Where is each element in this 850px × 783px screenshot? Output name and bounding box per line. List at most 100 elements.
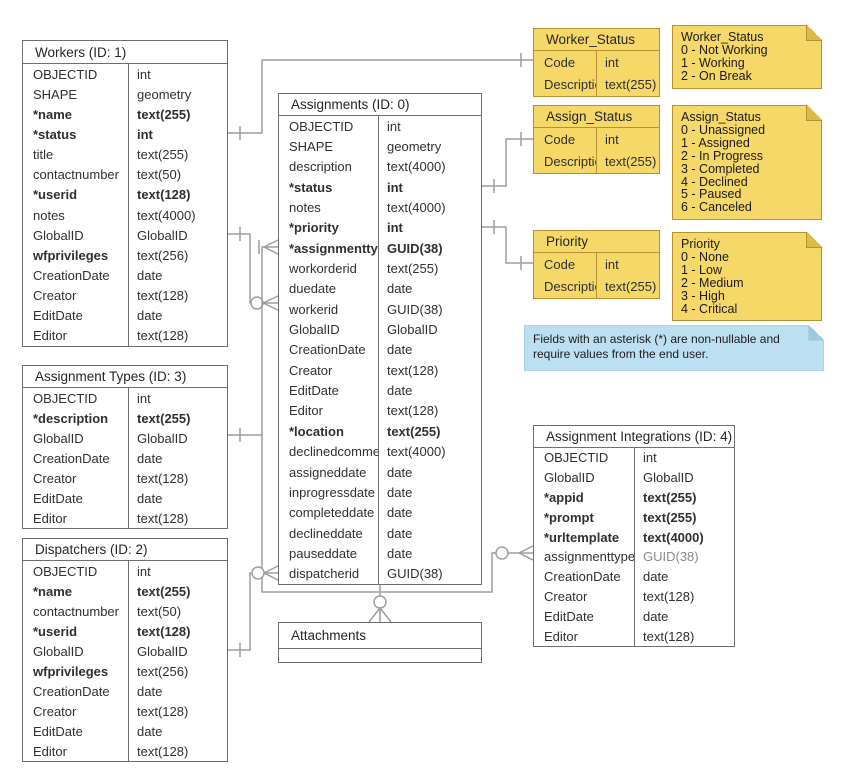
field-name: notes [33,207,65,223]
field-type: GUID(38) [378,299,481,320]
field-name: OBJECTID [33,563,98,579]
note-line: 0 - None [681,249,729,264]
field-type: text(255) [128,581,227,601]
field-name: *location [289,423,344,439]
field-type: text(128) [128,325,227,346]
field-name: CreationDate [289,342,366,358]
field-name: *prompt [544,509,594,525]
table-title: Assign_Status [534,106,659,128]
field-name: EditDate [544,608,594,624]
table-row: Creator text(128) [23,468,227,488]
note-line: Worker_Status [681,30,764,44]
callout-text: Fields with an asterisk (*) are non-null… [533,332,780,361]
field-name: inprogressdate [289,484,375,500]
table-row: *status int [279,177,481,198]
field-name: declineddate [289,525,363,541]
field-type: text(128) [634,586,734,607]
field-name: *urltemplate [544,529,620,545]
table-title: Dispatchers (ID: 2) [23,539,227,561]
table-row: OBJECTID int [23,64,227,85]
field-name: *appid [544,489,584,505]
field-type: int [128,124,227,145]
field-name: pauseddate [289,545,357,561]
field-name: workerid [289,301,339,317]
folded-corner [808,325,824,341]
table-row: GlobalID GlobalID [534,467,734,488]
field-type: text(128) [128,184,227,205]
field-type: date [128,448,227,468]
table-workers: Workers (ID: 1) OBJECTID int SHAPE geometry *… [22,40,228,347]
field-name: *name [33,583,73,599]
note-line: 0 - Not Working [681,42,768,57]
field-name: Creator [33,703,77,719]
table-row: CreationDate date [23,265,227,286]
table-row: Code int [534,253,659,276]
table-row: OBJECTID int [23,561,227,581]
field-type: text(4000) [378,441,481,462]
note-line: 3 - Completed [681,161,760,176]
field-name: duedate [289,281,336,297]
field-type: text(4000) [378,156,481,178]
table-row: title text(255) [23,144,227,165]
field-name: SHAPE [33,86,78,102]
field-type: text(50) [128,601,227,621]
table-row: contactnumber text(50) [23,601,227,621]
field-type: int [128,64,227,85]
relationship-assignments-status--assign-status-code [482,132,533,193]
table-row: notes text(4000) [279,197,481,218]
table-row: Creator text(128) [23,701,227,721]
table-row: *prompt text(255) [534,507,734,528]
sticky-note-assign_status_note: Assign_Status 0 - Unassigned 1 - Assigned 2… [672,105,822,221]
field-type: date [378,543,481,564]
field-type: date [378,461,481,483]
field-type: text(128) [128,701,227,721]
table-row: EditDate date [534,606,734,627]
field-name: *userid [33,187,78,203]
field-type: text(256) [128,245,227,266]
field-type: text(255) [634,507,734,528]
field-name: CreationDate [544,569,621,585]
field-name: Description [544,154,596,170]
note-line: 1 - Working [681,55,745,70]
note-line: 4 - Critical [681,301,738,316]
note-line: 2 - Medium [681,275,744,290]
field-name: GlobalID [289,322,340,338]
field-type: text(255) [128,144,227,165]
asterisk-callout-note: Fields with an asterisk (*) are non-null… [524,325,824,371]
field-type: date [128,488,227,508]
field-type: int [596,253,659,276]
field-name: OBJECTID [33,66,98,82]
field-type: int [634,448,734,468]
field-name: dispatcherid [289,566,360,582]
table-integrations: Assignment Integrations (ID: 4) OBJECTID i… [533,425,735,647]
field-name: EditDate [289,383,339,399]
field-name: workorderid [289,261,357,277]
table-row: wfprivileges text(256) [23,661,227,681]
table-row: contactnumber text(50) [23,164,227,185]
table-row: workorderid text(255) [279,258,481,279]
table-row: Editor text(128) [23,741,227,761]
field-name: Code [544,54,576,70]
field-type: GUID(38) [378,563,481,584]
table-row: Creator text(128) [279,360,481,381]
table-row: duedate date [279,278,481,300]
note-line: Priority [681,237,720,251]
field-type: date [128,305,227,326]
field-type: GlobalID [128,225,227,246]
field-type: date [378,380,481,401]
table-row: OBJECTID int [23,388,227,408]
table-row: assigneddate date [279,461,481,483]
field-name: Creator [33,288,77,304]
field-name: title [33,147,54,163]
table-row: workerid GUID(38) [279,299,481,320]
note-line: 2 - On Break [681,68,752,83]
field-name: Creator [33,470,77,486]
field-name: notes [289,200,321,216]
table-row: Descriptiontext(255) [534,150,659,173]
field-name: *userid [33,623,78,639]
table-row: *userid text(128) [23,621,227,641]
table-row: CreationDate date [23,448,227,468]
field-name: EditDate [33,308,83,324]
note-line: 6 - Canceled [681,200,752,215]
